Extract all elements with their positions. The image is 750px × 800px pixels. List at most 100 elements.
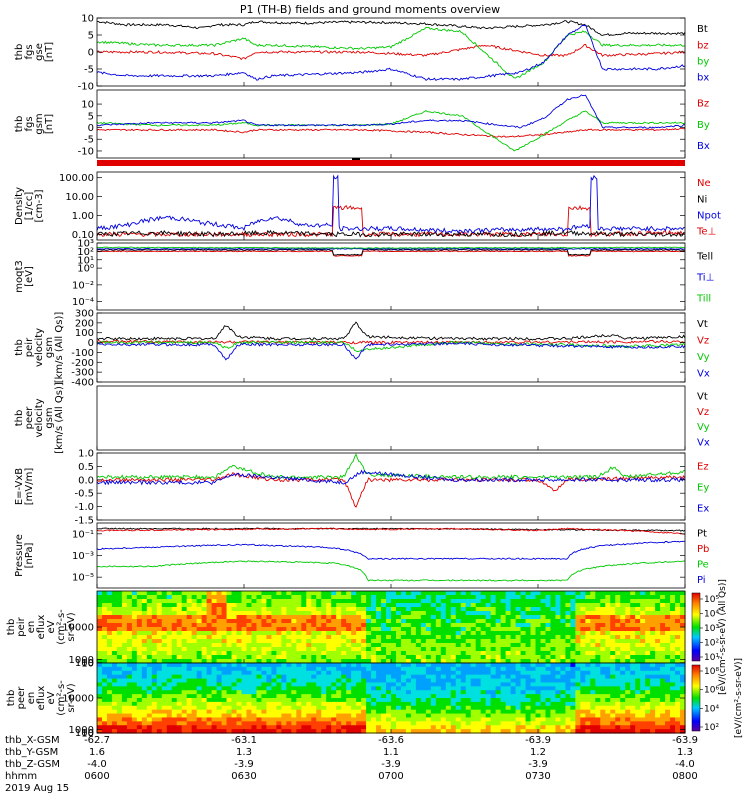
spectrogram-cell <box>251 639 258 644</box>
spectrogram-cell <box>580 725 586 730</box>
spectrogram-cell <box>186 627 193 632</box>
spectrogram-cell <box>540 639 547 644</box>
spectrogram-cell <box>321 631 327 636</box>
spectrogram-cell <box>256 694 263 699</box>
spectrogram-cell <box>485 591 492 596</box>
spectrogram-cell <box>346 717 352 722</box>
spectrogram-cell <box>530 709 537 715</box>
spectrogram-cell <box>276 631 282 636</box>
spectrogram-cell <box>101 647 108 652</box>
spectrogram-cell <box>366 709 372 715</box>
spectrogram-cell <box>236 698 243 703</box>
spectrogram-cell <box>635 595 641 600</box>
spectrogram-cell <box>326 690 332 695</box>
spectrogram-cell <box>251 717 258 722</box>
spectrogram-cell <box>590 623 596 628</box>
spectrogram-cell <box>660 705 666 711</box>
spectrogram-cell <box>460 698 467 703</box>
spectrogram-cell <box>366 717 372 722</box>
spectrogram-cell <box>480 635 487 640</box>
legend-bx: bx <box>697 73 709 84</box>
legend-Vx: Vx <box>697 437 710 448</box>
spectrogram-cell <box>625 655 631 660</box>
spectrogram-cell <box>266 686 272 691</box>
spectrogram-cell <box>645 666 651 672</box>
spectrogram-cell <box>625 591 631 596</box>
spectrogram-cell <box>665 721 671 726</box>
spectrogram-cell <box>166 607 173 612</box>
spectrogram-cell <box>356 643 362 648</box>
spectrogram-cell <box>261 705 268 711</box>
spectrogram-cell <box>341 603 347 608</box>
spectrogram-cell <box>101 686 108 691</box>
y-axis-label: peir <box>24 337 35 357</box>
spectrogram-cell <box>675 721 681 726</box>
spectrogram-cell <box>266 655 272 660</box>
spectrogram-cell <box>635 647 641 652</box>
spectrogram-cell <box>570 678 576 684</box>
spectrogram-cell <box>371 670 377 676</box>
spectrogram-cell <box>555 639 562 644</box>
spectrogram-cell <box>445 725 452 730</box>
spectrogram-cell <box>525 627 532 632</box>
spectrogram-cell <box>251 623 258 628</box>
spectrogram-cell <box>635 611 641 616</box>
spectrogram-cell <box>560 713 566 719</box>
spectrogram-cell <box>680 655 686 660</box>
spectrogram-cell <box>221 725 228 730</box>
spectrogram-cell <box>291 713 297 719</box>
spectrogram-cell <box>540 709 547 715</box>
spectrogram-cell <box>181 631 188 636</box>
spectrogram-cell <box>156 655 163 660</box>
spectrogram-cell <box>485 599 492 604</box>
spectrogram-cell <box>525 595 532 600</box>
spectrogram-cell <box>570 682 576 687</box>
spectrogram-cell <box>395 690 402 695</box>
spectrogram-cell <box>97 651 103 656</box>
colorbar-tick-label: 10² <box>704 723 719 733</box>
spectrogram-cell <box>405 635 412 640</box>
y-tick-label: 200 <box>75 318 94 329</box>
spectrogram-cell <box>321 678 327 684</box>
spectrogram-cell <box>500 721 507 726</box>
spectrogram-cell <box>351 599 357 604</box>
spectrogram-cell <box>450 666 457 672</box>
spectrogram-cell <box>161 599 168 604</box>
spectrogram-cell <box>296 619 302 624</box>
spectrogram-cell <box>610 591 616 596</box>
spectrogram-cell <box>500 659 507 664</box>
spectrogram-cell <box>196 611 203 616</box>
spectrogram-cell <box>610 721 616 726</box>
spectrogram-cell <box>171 631 178 636</box>
spectrogram-cell <box>101 631 108 636</box>
spectrogram-cell <box>236 623 243 628</box>
spectrogram-cell <box>460 655 467 660</box>
spectrogram-cell <box>251 709 258 715</box>
spectrogram-cell <box>151 663 158 668</box>
spectrogram-cell <box>580 670 586 676</box>
spectrogram-cell <box>440 595 447 600</box>
spectrogram-cell <box>386 713 392 719</box>
spectrogram-cell <box>500 603 507 608</box>
spectrogram-cell <box>181 709 188 715</box>
spectrogram-cell <box>241 713 248 719</box>
spectrogram-cell <box>121 674 128 680</box>
spectrogram-cell <box>525 623 532 628</box>
spectrogram-cell <box>141 721 148 726</box>
spectrogram-cell <box>381 670 387 676</box>
spectrogram-cell <box>635 623 641 628</box>
spectrogram-cell <box>386 709 392 715</box>
spectrogram-cell <box>490 615 497 620</box>
legend-Bt: Bt <box>697 24 708 35</box>
spectrogram-cell <box>151 717 158 722</box>
spectrogram-cell <box>266 709 272 715</box>
spectrogram-cell <box>600 729 606 734</box>
spectrogram-cell <box>425 615 432 620</box>
spectrogram-cell <box>620 674 626 680</box>
spectrogram-cell <box>625 705 631 711</box>
spectrogram-cell <box>156 682 163 687</box>
spectrogram-cell <box>301 705 307 711</box>
spectrogram-cell <box>121 713 128 719</box>
spectrogram-cell <box>161 591 168 596</box>
spectrogram-cell <box>326 686 332 691</box>
